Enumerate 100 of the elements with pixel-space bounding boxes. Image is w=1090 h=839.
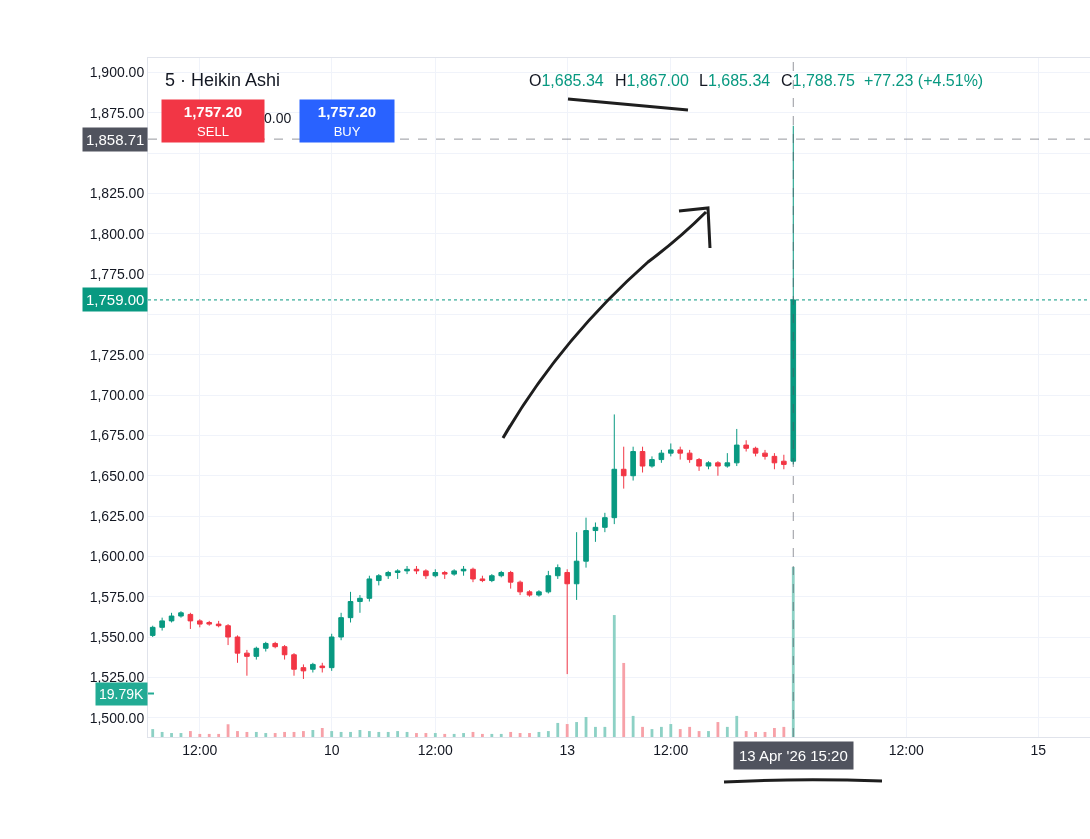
candlestick [357, 594, 363, 614]
candlestick [479, 575, 486, 583]
candlestick [705, 460, 712, 470]
candlestick [300, 663, 307, 680]
annotation: O1,685.34 [529, 72, 604, 89]
bar [509, 731, 513, 737]
bar [254, 731, 258, 737]
bar [396, 731, 400, 737]
bar [631, 715, 635, 737]
y-tick-label: 1,675.00 [89, 427, 145, 444]
candlestick [159, 617, 165, 632]
x-tick-label: 12:00 [417, 741, 454, 758]
candlestick [536, 589, 542, 598]
candlestick [244, 649, 250, 677]
ref-line-label: 1,759.00 [86, 291, 145, 308]
y-tick-label: 1,725.00 [89, 346, 145, 363]
candlestick [225, 623, 231, 646]
x-tick-label: 12:00 [888, 741, 925, 758]
bar [528, 733, 531, 737]
candlestick [517, 580, 523, 596]
bar [311, 729, 315, 737]
bar [151, 729, 155, 737]
bar [283, 731, 286, 737]
annotation: 1,757.20 SELL [183, 102, 243, 140]
candlestick [310, 662, 316, 673]
x-tick-label: 12:00 [653, 741, 689, 758]
x-tick-label: 13 [559, 741, 576, 758]
bar [791, 566, 795, 737]
annotation: +77.23 (+4.51%) [864, 72, 984, 89]
bar [641, 726, 644, 737]
candlestick [262, 641, 269, 653]
candlestick [460, 565, 467, 577]
candlestick [639, 446, 646, 473]
bar [367, 731, 371, 737]
y2-tick-label: 19.79K [99, 686, 145, 702]
candlestick [573, 531, 580, 601]
candlestick [620, 446, 627, 490]
candlestick [583, 517, 589, 569]
candlestick [187, 612, 194, 630]
y-tick-label: 1,700.00 [89, 386, 145, 403]
candlestick [696, 457, 702, 472]
candlestick [272, 641, 278, 649]
bar [433, 733, 437, 737]
annotation: 0.00 [264, 110, 292, 126]
candlestick [498, 570, 505, 578]
candlestick [375, 573, 382, 586]
candlestick [771, 452, 778, 470]
y-tick-label: 1,575.00 [89, 588, 145, 605]
candlestick [206, 620, 213, 627]
bar [659, 726, 663, 737]
text: 5 · Heikin Ashi [165, 70, 281, 91]
y-tick-label: 1,650.00 [89, 467, 145, 484]
candlestick [611, 413, 618, 525]
bar [594, 726, 597, 737]
candlestick [197, 618, 203, 628]
bar [302, 731, 305, 737]
candlestick [762, 449, 768, 461]
candlestick [291, 652, 297, 677]
bar [773, 727, 776, 737]
candlestick [253, 646, 260, 661]
bar [207, 733, 211, 737]
candlestick [686, 449, 693, 464]
bar [424, 733, 428, 737]
annotation: C1,788.75 [781, 72, 855, 89]
bar [217, 733, 221, 737]
bar [782, 726, 786, 737]
annotation: L1,685.34 [699, 72, 771, 89]
candlestick [489, 573, 495, 583]
bar [415, 733, 418, 737]
candlestick [554, 563, 561, 580]
candlestick [394, 568, 401, 580]
bar [160, 731, 164, 737]
y-tick-label: 1,875.00 [89, 104, 145, 121]
candlestick [743, 439, 749, 453]
bar [575, 722, 579, 737]
bar [330, 731, 334, 737]
bar [490, 733, 494, 737]
bar [320, 727, 324, 737]
candlestick [649, 455, 655, 469]
bar [443, 733, 447, 737]
bar [556, 722, 560, 737]
candlestick [432, 568, 439, 578]
candlestick [564, 568, 570, 675]
candlestick [733, 428, 740, 467]
annotation: H1,867.00 [615, 72, 689, 89]
bar [565, 724, 569, 737]
y-tick-label: 1,625.00 [89, 507, 145, 524]
candlestick [281, 644, 288, 661]
y-tick-label: 1,525.00 [89, 669, 145, 686]
bar [462, 733, 465, 737]
bar [499, 733, 503, 737]
y-tick-label: 1,550.00 [89, 628, 145, 645]
candlestick [602, 512, 608, 533]
candlestick [149, 625, 156, 638]
bar [188, 731, 192, 737]
bar [349, 731, 352, 737]
bar [546, 731, 550, 737]
x-tick-label: 12:00 [182, 741, 218, 758]
candlestick [724, 452, 731, 469]
candlestick [668, 442, 674, 457]
